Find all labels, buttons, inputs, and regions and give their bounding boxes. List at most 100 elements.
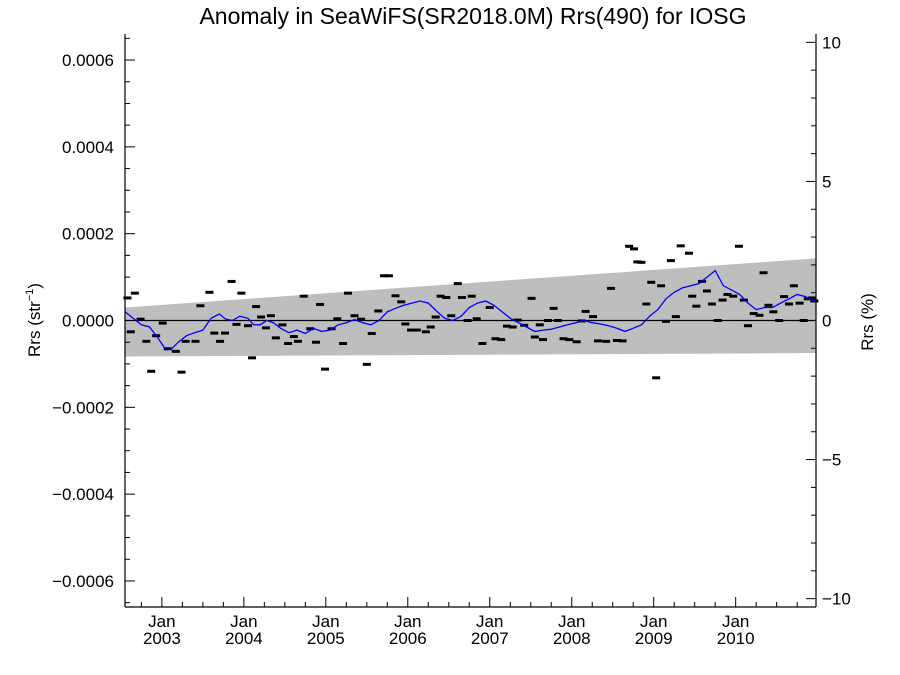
x-tick-label-year: 2009 [635,629,673,648]
y-left-tick-label: 0.0002 [62,225,114,244]
x-tick-label-month: Jan [722,612,749,631]
data-point [799,319,808,322]
data-point [142,339,151,343]
data-point [442,295,451,299]
x-tick-label-month: Jan [476,612,503,631]
data-point [243,324,252,328]
data-point [147,369,156,373]
data-point [612,338,621,342]
data-point [227,279,236,283]
y-left-tick-label: −0.0006 [52,572,114,591]
data-point [502,324,511,328]
data-point [607,286,616,290]
data-point [478,342,487,346]
data-point [191,339,200,343]
data-point [666,259,675,263]
y-right-tick-label: 5 [822,172,831,191]
data-point [412,328,421,332]
data-point [769,310,778,314]
data-point [284,342,293,346]
data-point [216,339,225,343]
axes-group [124,34,817,608]
data-point [734,244,743,248]
data-point [374,309,383,313]
x-tick-label-year: 2008 [553,629,591,648]
data-point [739,298,748,302]
data-point [589,315,598,319]
data-point [436,294,445,298]
y-left-tick-label: 0.0006 [62,51,114,70]
y-left-tick-label: −0.0002 [52,398,114,417]
y-axis-left-label-main: Rrs (str [25,301,44,357]
y-left-tick-label: 0.0000 [62,312,114,331]
data-point [357,317,366,321]
y-right-tick-label: −10 [822,590,851,609]
data-point [261,326,270,330]
data-point [630,247,639,251]
x-tick-labels-group: Jan2003Jan2004Jan2005Jan2006Jan2007Jan20… [143,612,755,648]
y-right-tick-labels-group: 10 5 0 −5 −10 [822,33,851,608]
data-point [671,315,680,319]
data-point [513,318,522,322]
data-point [299,294,308,298]
y-left-tick-labels-group: 0.0006 0.0004 0.0002 0.0000 −0.0002 −0.0004 −0… [52,51,114,591]
y-right-tick-label: −5 [822,451,841,470]
x-tick-label-month: Jan [558,612,585,631]
monthly-points-group [123,244,819,380]
data-point [530,335,539,339]
data-point [633,260,642,264]
data-point [407,328,416,332]
data-point [718,298,727,302]
y-axis-left-label-superscript: −1 [24,289,36,302]
data-point [232,322,241,326]
data-point [784,302,793,306]
data-point [467,294,476,298]
y-axis-left-label: Rrs (str−1) [24,283,44,357]
data-point [692,304,701,308]
data-point [293,339,302,343]
data-point [126,330,135,334]
data-point [535,323,544,327]
data-point [743,324,752,328]
data-point [527,296,536,300]
data-point [780,295,789,299]
data-point [380,274,389,278]
data-point [453,282,462,286]
data-point [647,280,656,284]
data-point [248,356,257,360]
data-point [684,251,693,255]
data-point [447,314,456,318]
y-left-tick-label: −0.0004 [52,485,114,504]
data-point [196,304,205,308]
data-point [181,339,190,343]
data-point [593,339,602,343]
data-point [543,319,552,322]
data-point [707,302,716,306]
data-point [688,294,697,298]
y-right-tick-label: 10 [822,33,841,52]
data-point [457,295,466,299]
data-point [559,337,568,341]
data-point [463,319,472,322]
data-point [618,339,627,343]
data-point [221,331,230,335]
data-point [713,319,722,322]
data-point [123,296,132,300]
data-point [205,290,214,294]
data-point [333,317,342,321]
data-point [795,301,804,305]
y-axis-left-label-close: ) [25,283,44,289]
data-point [426,325,435,329]
y-right-tick-label: 0 [822,312,831,331]
data-point [391,294,400,298]
x-tick-label-year: 2005 [307,629,345,648]
x-tick-label-year: 2003 [143,629,181,648]
data-point [764,303,773,307]
data-point [553,319,562,322]
data-point [485,305,494,309]
data-point [237,291,246,295]
data-point [702,289,711,293]
data-point [257,315,266,319]
data-point [339,342,348,346]
x-tick-label-year: 2004 [225,629,263,648]
